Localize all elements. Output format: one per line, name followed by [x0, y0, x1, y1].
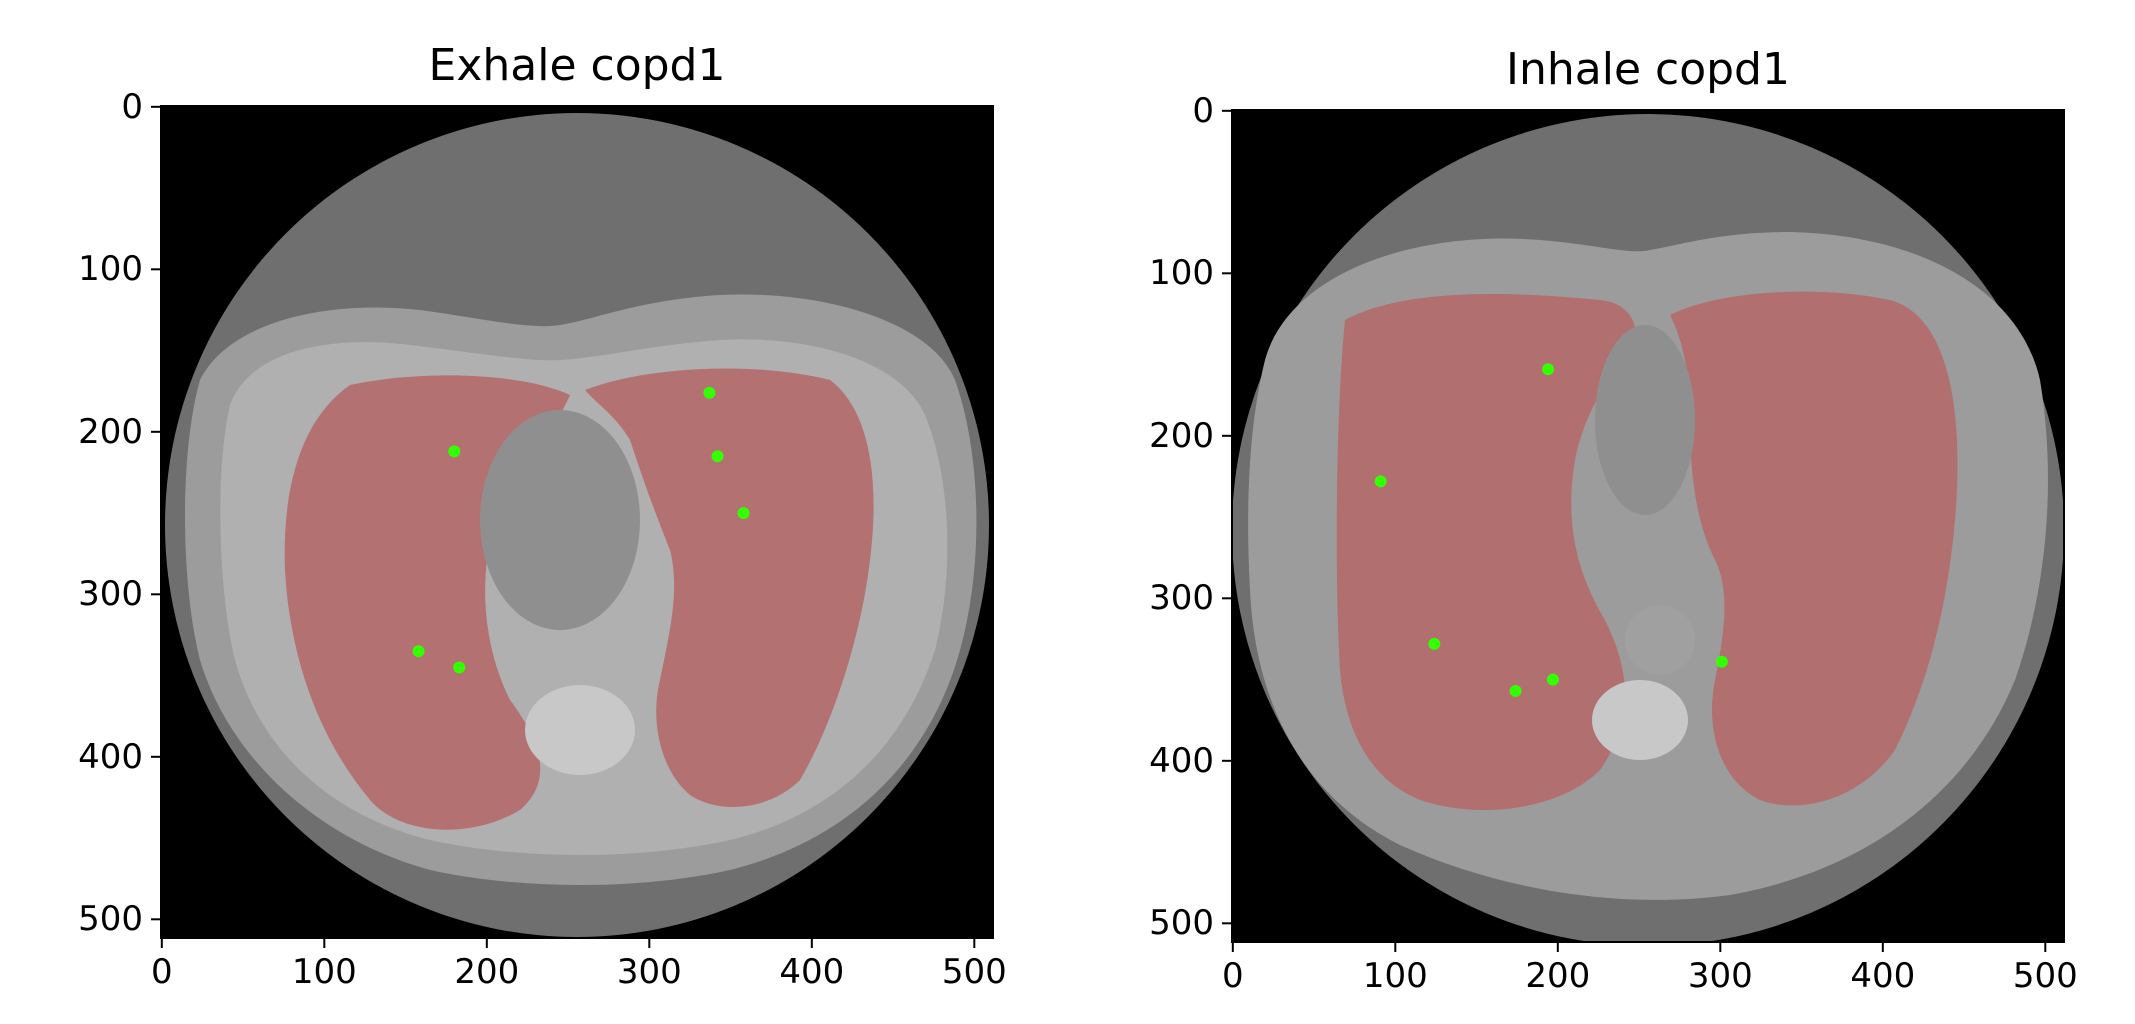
panel-title-exhale: Exhale copd1: [428, 40, 726, 91]
ticks-inhale: [1222, 109, 2047, 952]
y-tick-label: 300: [78, 574, 143, 615]
landmark-point: [412, 645, 425, 658]
x-tick-label: 300: [1687, 956, 1753, 996]
ticks-exhale: [151, 105, 976, 948]
landmark-point: [1509, 684, 1522, 697]
lung-right-inhale: [1336, 294, 1636, 810]
landmark-point: [448, 445, 461, 458]
landmark-point: [737, 507, 750, 520]
heart-mediastinum: [480, 410, 640, 630]
x-tick-label: 500: [941, 952, 1007, 992]
heart-mediastinum: [1595, 325, 1695, 515]
landmark-point: [1542, 363, 1555, 376]
x-tick-label: 100: [291, 952, 357, 992]
landmark-point: [711, 450, 724, 463]
y-tick-label: 100: [1149, 253, 1214, 294]
panel-title-inhale: Inhale copd1: [1506, 44, 1790, 95]
ct-image-inhale: [1232, 114, 2064, 942]
landmark-point: [1715, 655, 1728, 668]
y-tick-label: 400: [1149, 740, 1214, 781]
lung-left-exhale: [585, 368, 874, 807]
y-tick-label: 400: [78, 736, 143, 777]
panel-exhale: [151, 105, 994, 948]
axes-frame: [1231, 109, 2065, 943]
x-tick-label: 0: [150, 952, 173, 992]
x-tick-label: 200: [1525, 956, 1591, 996]
x-tick-label: 500: [2012, 956, 2078, 996]
vertebra: [1592, 680, 1688, 760]
y-tick-label: 500: [78, 899, 143, 940]
landmarks-inhale: [1374, 363, 1728, 697]
y-tick-label: 0: [1192, 90, 1214, 131]
y-tick-label: 500: [1149, 903, 1214, 944]
landmark-point: [703, 386, 716, 399]
lung-left-inhale: [1670, 291, 1958, 806]
x-tick-label: 400: [779, 952, 845, 992]
landmark-point: [1546, 673, 1559, 686]
landmarks-exhale: [412, 386, 750, 674]
x-tick-label: 400: [1850, 956, 1916, 996]
landmark-point: [1428, 637, 1441, 650]
y-tick-label: 200: [78, 411, 143, 452]
x-tick-label: 300: [616, 952, 682, 992]
vertebra: [525, 685, 635, 775]
y-tick-label: 200: [1149, 415, 1214, 456]
axes-frame: [160, 105, 994, 939]
x-tick-label: 200: [454, 952, 520, 992]
landmark-point: [453, 661, 466, 674]
panel-inhale: [1222, 109, 2065, 952]
aorta: [1625, 605, 1695, 675]
y-tick-label: 100: [78, 249, 143, 290]
landmark-point: [1374, 475, 1387, 488]
y-tick-label: 300: [1149, 578, 1214, 619]
x-tick-label: 100: [1362, 956, 1428, 996]
y-tick-label: 0: [121, 86, 143, 127]
x-tick-label: 0: [1221, 956, 1244, 996]
ct-image-exhale: [165, 113, 989, 937]
